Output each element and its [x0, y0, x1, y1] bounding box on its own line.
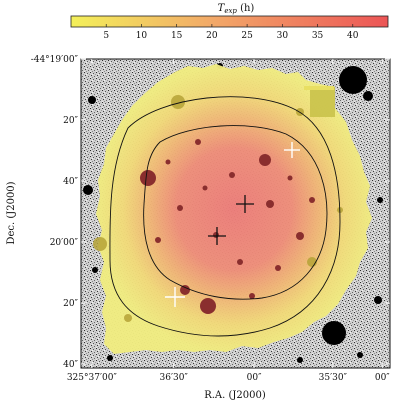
colorbar-gradient [70, 15, 389, 28]
star [92, 267, 98, 273]
marker-cross-upper-right [284, 142, 300, 158]
exposure-coverage [96, 64, 372, 354]
star [363, 91, 373, 101]
star [107, 355, 113, 361]
y-tick-label: -44°19′00″ [31, 55, 79, 65]
colorbar-title: Texp (h) [218, 3, 255, 15]
x-tick-label: 36′30″ [160, 373, 189, 383]
colorbar-tick-label: 40 [347, 31, 359, 41]
source [229, 172, 235, 178]
coverage-patch-edge [304, 86, 334, 90]
colorbar-tick-label: 20 [206, 31, 218, 41]
bright-star [322, 321, 346, 345]
y-tick-label: 20′00″ [50, 238, 79, 248]
colorbar-tick-label: 5 [103, 31, 109, 41]
source [202, 185, 208, 191]
x-tick-label: 325°37′00″ [67, 373, 118, 383]
x-tick-label: 35′30″ [319, 373, 348, 383]
star [297, 357, 303, 363]
source [171, 95, 185, 109]
y-tick-label: 20″ [63, 299, 78, 309]
background-stars [83, 63, 383, 363]
source [266, 200, 274, 208]
source [249, 293, 255, 299]
colorbar-tick-label: 30 [277, 31, 289, 41]
source [155, 237, 161, 243]
y-tick-label: 40″ [63, 360, 78, 370]
source [93, 237, 107, 251]
star [83, 185, 93, 195]
source [177, 205, 183, 211]
y-tick-label: 40″ [63, 177, 78, 187]
bright-star [339, 66, 367, 94]
source [213, 232, 219, 238]
star [377, 197, 383, 203]
contour-inner [143, 125, 328, 300]
source [309, 197, 315, 203]
y-axis-label: Dec. (J2000) [6, 181, 17, 244]
source [180, 285, 190, 295]
plot-frame [80, 58, 391, 369]
y-axis-ticks: -44°19′00″ 20″ 40″ 20′00″ 20″ 40″ [31, 55, 390, 370]
colorbar: Texp (h) 5 10 15 20 25 30 35 40 [70, 3, 389, 41]
source [124, 314, 132, 322]
star [88, 96, 96, 104]
colorbar-tick-label: 35 [312, 31, 324, 41]
source [195, 139, 201, 145]
x-tick-label: 00″ [247, 373, 262, 383]
source [237, 259, 243, 265]
contour-outer [109, 96, 341, 337]
plot-area [81, 59, 390, 368]
source [296, 232, 304, 240]
sources [140, 139, 315, 314]
coverage-patch [310, 87, 335, 117]
marker-cross-center [236, 195, 254, 213]
colorbar-ticks: 5 10 15 20 25 30 35 40 [103, 24, 359, 41]
y-tick-label: 20″ [63, 116, 78, 126]
source [287, 175, 293, 181]
star [357, 352, 363, 358]
source [140, 170, 156, 186]
x-tick-label: 00″ [375, 373, 390, 383]
star [374, 296, 382, 304]
colorbar-tick-label: 25 [241, 31, 253, 41]
colorbar-tick-label: 15 [171, 31, 183, 41]
source [165, 159, 171, 165]
source [259, 154, 271, 166]
source [275, 265, 281, 271]
x-axis-label: R.A. (J2000) [204, 390, 266, 401]
colorbar-tick-label: 10 [136, 31, 148, 41]
source [200, 298, 216, 314]
marker-cross-lower-left [165, 287, 185, 307]
marker-cross-left [208, 227, 226, 245]
x-axis-ticks: 325°37′00″ 36′30″ 00″ 35′30″ 00″ [67, 59, 390, 383]
